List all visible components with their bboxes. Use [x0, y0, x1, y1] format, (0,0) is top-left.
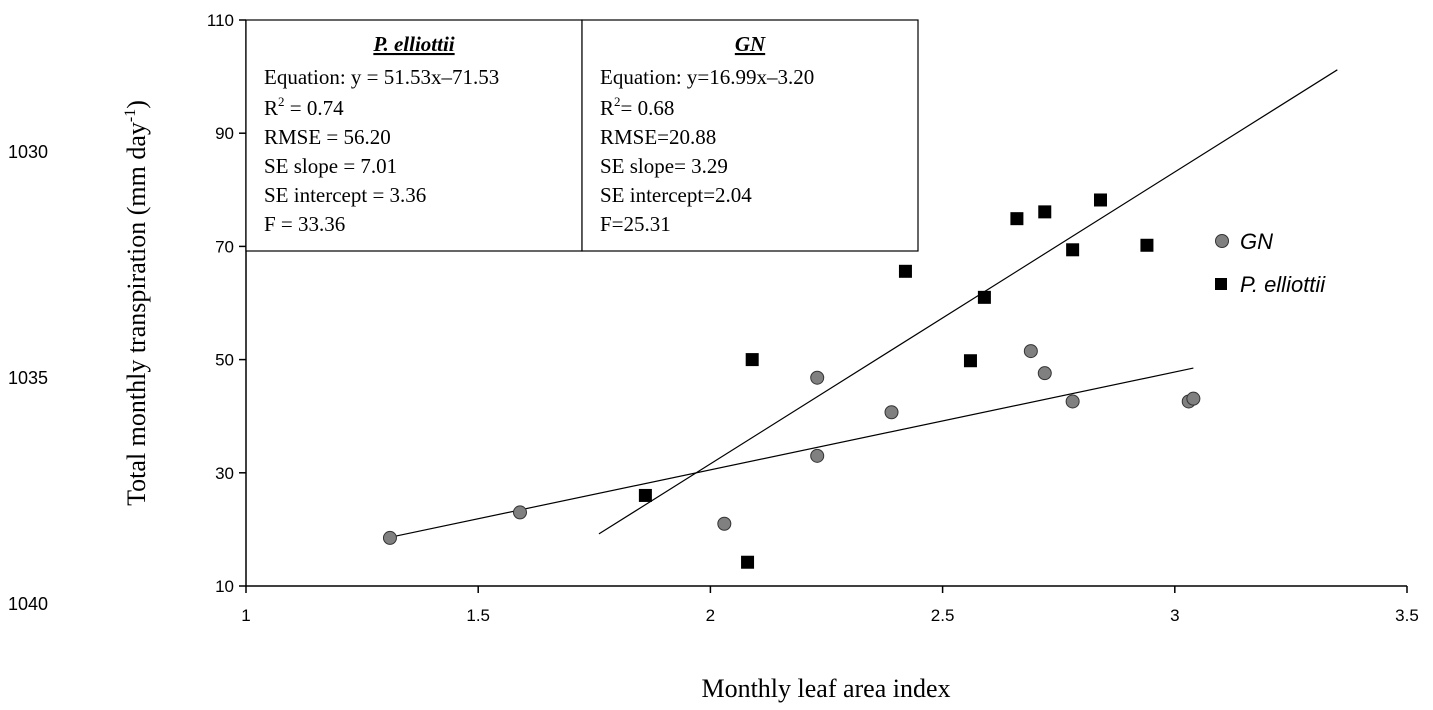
gn-data-point	[810, 448, 825, 463]
f-stat-text: F=25.31	[600, 212, 671, 236]
stats-box-heading: P. elliottii	[372, 32, 454, 56]
gn-data-point	[717, 516, 732, 531]
gn-data-point	[884, 405, 899, 420]
pelliottii-data-point	[1038, 205, 1052, 219]
legend-square-marker	[1215, 278, 1227, 290]
y-tick-label: 70	[215, 237, 234, 256]
r-squared-text: R2 = 0.74	[264, 94, 344, 120]
gn-data-point	[810, 370, 825, 385]
y-tick-label: 50	[215, 351, 234, 370]
margin-number-2: 1035	[8, 368, 48, 388]
se-intercept-text: SE intercept = 3.36	[264, 183, 426, 207]
y-tick-label: 110	[207, 11, 234, 30]
legend-label-gn: GN	[1240, 229, 1273, 254]
stats-box-gn: GN Equation: y=16.99x–3.20 R2= 0.68 RMSE…	[581, 19, 919, 252]
pelliottii-data-point	[1010, 212, 1024, 226]
rmse-text: RMSE=20.88	[600, 125, 716, 149]
y-tick-label: 30	[215, 464, 234, 483]
y-tick-label: 10	[215, 577, 234, 596]
gn-data-point	[1023, 344, 1038, 359]
gn-data-point	[1037, 366, 1052, 381]
x-tick-label: 2.5	[931, 606, 955, 625]
pelliottii-data-point	[898, 264, 912, 278]
y-axis-title: Total monthly transpiration (mm day-1)	[122, 100, 151, 506]
pelliottii-data-point	[1093, 193, 1107, 207]
legend-circle-marker	[1215, 234, 1229, 248]
trendline-gn	[389, 367, 1194, 538]
y-tick-label: 90	[215, 124, 234, 143]
y-ticks: 10 30 50 70 90 110	[207, 11, 246, 596]
f-stat-text: F = 33.36	[264, 212, 345, 236]
se-intercept-text: SE intercept=2.04	[600, 183, 752, 207]
x-ticks: 1 1.5 2 2.5 3 3.5	[241, 586, 1419, 625]
pelliottii-data-point	[745, 353, 759, 367]
pelliottii-data-point	[963, 354, 977, 368]
legend-label-pelliottii: P. elliottii	[1240, 272, 1326, 297]
legend: GN P. elliottii	[1215, 229, 1326, 297]
x-tick-label: 1.5	[466, 606, 490, 625]
gn-data-point	[1186, 391, 1201, 406]
stats-box-heading: GN	[735, 32, 766, 56]
rmse-text: RMSE = 56.20	[264, 125, 391, 149]
pelliottii-data-point	[1066, 243, 1080, 257]
pelliottii-data-point	[741, 555, 755, 569]
gn-data-point	[1065, 394, 1080, 409]
x-tick-label: 2	[706, 606, 715, 625]
gn-data-point	[512, 505, 527, 520]
x-tick-label: 3.5	[1395, 606, 1419, 625]
x-tick-label: 3	[1170, 606, 1179, 625]
data-points	[382, 193, 1201, 569]
equation-text: Equation: y = 51.53x–71.53	[264, 65, 499, 89]
x-axis-title: Monthly leaf area index	[701, 674, 950, 703]
pelliottii-data-point	[977, 290, 991, 304]
se-slope-text: SE slope= 3.29	[600, 154, 728, 178]
equation-text: Equation: y=16.99x–3.20	[600, 65, 814, 89]
pelliottii-data-point	[1140, 238, 1154, 252]
r-squared-text: R2= 0.68	[600, 94, 674, 120]
stats-box-pelliottii: P. elliottii Equation: y = 51.53x–71.53 …	[245, 19, 583, 252]
margin-number-3: 1040	[8, 594, 48, 614]
x-tick-label: 1	[241, 606, 250, 625]
margin-number-1: 1030	[8, 142, 48, 162]
trendline-pelliottii	[598, 69, 1338, 535]
gn-data-point	[382, 530, 397, 545]
pelliottii-data-point	[638, 488, 652, 502]
se-slope-text: SE slope = 7.01	[264, 154, 397, 178]
